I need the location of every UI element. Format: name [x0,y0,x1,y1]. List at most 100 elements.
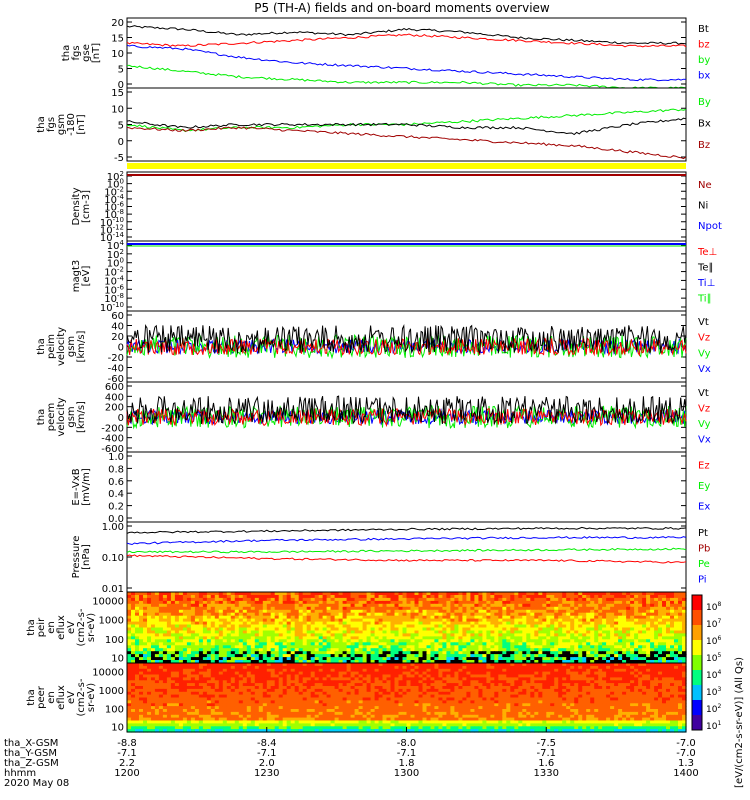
heatmap-cell [474,651,479,655]
heatmap-cell [182,636,188,640]
heatmap-cell [542,627,547,632]
heatmap-cell [658,630,663,635]
heatmap-cell [258,633,264,637]
heatmap-cell [498,668,503,673]
heatmap-cell [131,600,136,605]
heatmap-cell [426,657,432,661]
heatmap-cell [282,618,288,623]
heatmap-cell [438,618,443,623]
heatmap-cell [482,677,487,681]
heatmap-cell [238,657,244,661]
heatmap-cell [450,609,455,614]
heatmap-cell [490,618,495,623]
heatmap-cell [278,651,284,655]
y-axis-label-line: peem [46,403,57,431]
heatmap-cell [135,612,140,617]
heatmap-cell [127,592,132,596]
heatmap-cell [446,665,451,670]
heatmap-cell [574,597,579,602]
heatmap-cell [506,639,511,643]
heatmap-cell [302,603,308,608]
heatmap-cell [658,648,663,652]
heatmap-cell [634,618,639,623]
heatmap-cell [486,633,491,637]
heatmap-cell [143,639,148,643]
heatmap-cell [506,618,511,623]
heatmap-cell [298,680,304,684]
heatmap-cell [262,645,268,649]
heatmap-cell [394,648,400,652]
heatmap-cell [302,657,308,661]
heatmap-cell [306,597,312,602]
heatmap-cell [662,645,667,649]
heatmap-cell [586,683,591,687]
heatmap-cell [322,636,328,640]
heatmap-cell [158,615,164,620]
heatmap-cell [178,648,184,652]
y-axis-label-line: gse [81,44,92,62]
heatmap-cell [462,663,467,667]
heatmap-cell [546,603,551,608]
heatmap-cell [194,597,200,602]
heatmap-cell [438,677,443,681]
heatmap-cell [514,612,519,617]
heatmap-cell [562,677,567,681]
heatmap-cell [438,624,443,629]
heatmap-cell [606,633,611,637]
heatmap-cell [494,603,499,608]
heatmap-cell [610,639,615,643]
heatmap-cell [326,654,332,658]
heatmap-cell [346,688,352,693]
heatmap-cell [482,624,487,629]
panel-temperature: magt3 [eV]10410210010-210-410-610-810-10T… [71,239,717,314]
heatmap-cell [154,651,160,655]
heatmap-cell [214,606,220,611]
heatmap-cell [582,680,587,684]
heatmap-cell [402,651,408,655]
heatmap-cell [682,668,687,673]
heatmap-cell [394,630,400,635]
heatmap-cell [230,592,236,596]
heatmap-cell [442,639,447,643]
heatmap-cell [147,657,152,661]
heatmap-cell [594,597,599,602]
heatmap-cell [442,615,447,620]
heatmap-cell [430,642,436,646]
heatmap-cell [502,660,507,664]
heatmap-cell [478,603,483,608]
heatmap-cell [542,621,547,626]
heatmap-cell [410,668,416,673]
heatmap-cell [230,618,236,623]
heatmap-cell [250,668,256,673]
heatmap-cell [230,686,236,690]
heatmap-cell [454,686,459,690]
heatmap-cell [282,592,288,596]
heatmap-cell [542,660,547,664]
heatmap-cell [406,627,412,632]
heatmap-cell [654,597,659,602]
heatmap-cell [498,612,503,617]
heatmap-cell [594,624,599,629]
heatmap-cell [178,624,184,629]
y-tick-label: 100 [105,705,124,716]
heatmap-cell [170,612,176,617]
heatmap-cell [634,600,639,605]
heatmap-cell [458,683,463,687]
heatmap-cell [139,595,144,599]
heatmap-cell [282,609,288,614]
heatmap-cell [186,595,192,599]
heatmap-cell [546,663,551,667]
heatmap-cell [274,683,280,687]
heatmap-cell [470,674,475,678]
heatmap-cell [670,621,675,626]
heatmap-cell [586,657,591,661]
heatmap-cell [366,609,372,614]
heatmap-cell [562,618,567,623]
heatmap-cell [470,686,475,690]
heatmap-cell [382,612,388,617]
heatmap-cell [654,606,659,611]
heatmap-cell [510,642,515,646]
heatmap-cell [158,597,164,602]
heatmap-cell [402,654,408,658]
heatmap-cell [498,686,503,690]
